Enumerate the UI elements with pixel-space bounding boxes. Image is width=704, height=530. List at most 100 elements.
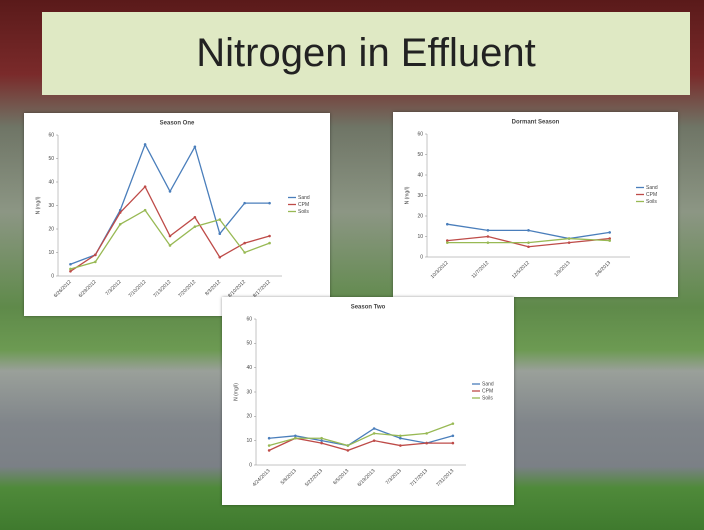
y-tick-label: 10 <box>48 250 54 256</box>
data-point <box>243 251 246 254</box>
y-tick-label: 60 <box>246 316 252 322</box>
data-point <box>451 434 455 438</box>
x-tick-label: 10/3/2012 <box>430 260 450 280</box>
data-point <box>527 229 530 232</box>
legend-label: CPM <box>646 192 657 198</box>
x-tick-label: 7/20/2012 <box>177 279 197 299</box>
x-tick-label: 2/6/2013 <box>594 260 612 278</box>
y-tick-label: 50 <box>246 341 252 347</box>
y-tick-label: 40 <box>246 365 252 371</box>
x-tick-label: 7/13/2012 <box>152 279 172 299</box>
x-tick-label: 6/26/2012 <box>53 279 73 299</box>
data-point <box>143 185 147 188</box>
legend-label: CPM <box>298 202 309 208</box>
data-point <box>193 215 197 219</box>
data-point <box>608 237 611 240</box>
y-tick-label: 60 <box>48 132 54 138</box>
legend-label: CPM <box>482 388 493 394</box>
data-point <box>486 229 490 232</box>
legend-label: Sand <box>298 195 310 201</box>
x-tick-label: 6/19/2013 <box>357 468 377 488</box>
y-tick-label: 50 <box>48 156 54 162</box>
legend-label: Soils <box>298 209 309 215</box>
series-line <box>70 209 270 270</box>
series-line <box>268 437 453 452</box>
series-line <box>70 185 270 272</box>
x-tick-label: 7/10/2012 <box>127 279 147 299</box>
y-tick-label: 30 <box>417 193 423 199</box>
data-point <box>193 145 197 149</box>
data-point <box>69 267 72 271</box>
data-point <box>267 444 271 447</box>
data-point <box>451 422 455 425</box>
data-point <box>118 223 122 226</box>
legend-label: Soils <box>646 199 657 205</box>
data-point <box>372 427 376 430</box>
data-point <box>143 208 147 212</box>
data-point <box>425 432 428 435</box>
legend-label: Sand <box>482 381 494 387</box>
x-tick-label: 5/22/2013 <box>304 468 324 488</box>
y-tick-label: 20 <box>246 414 252 420</box>
data-point <box>168 234 172 238</box>
y-tick-label: 0 <box>420 254 423 260</box>
legend-label: Sand <box>646 185 658 191</box>
y-tick-label: 0 <box>51 273 54 279</box>
data-point <box>446 239 449 242</box>
data-point <box>399 436 402 440</box>
data-point <box>527 241 530 244</box>
data-point <box>527 245 530 249</box>
data-point <box>346 449 350 452</box>
data-point <box>399 444 402 447</box>
data-point <box>320 439 323 442</box>
data-point <box>346 444 350 447</box>
y-axis-label: N (mg/l) <box>233 383 239 401</box>
data-point <box>567 241 571 244</box>
x-tick-label: 7/3/2012 <box>105 279 123 297</box>
data-point <box>218 218 222 221</box>
data-point <box>372 432 376 435</box>
data-point <box>320 441 323 445</box>
data-point <box>168 244 172 247</box>
data-point <box>94 253 97 257</box>
data-point <box>168 190 172 193</box>
data-point <box>294 436 297 440</box>
chart: Season Two N (mg/l) 0 10 20 30 40 50 60 4/24/2013… <box>222 297 514 505</box>
legend-label: Soils <box>482 395 493 401</box>
data-point <box>69 262 72 266</box>
y-tick-label: 40 <box>417 172 423 178</box>
data-point <box>446 241 449 244</box>
x-tick-label: 12/5/2012 <box>511 260 531 280</box>
data-point <box>399 434 402 438</box>
x-tick-label: 4/24/2013 <box>252 468 272 488</box>
y-tick-label: 30 <box>48 203 54 209</box>
y-axis-label: N (mg/l) <box>404 186 410 204</box>
data-point <box>267 449 271 452</box>
data-point <box>294 434 297 438</box>
y-tick-label: 60 <box>417 131 423 137</box>
data-point <box>608 239 611 242</box>
x-tick-label: 7/31/2013 <box>435 468 455 488</box>
data-point <box>94 260 97 264</box>
x-tick-label: 7/17/2013 <box>409 468 429 488</box>
y-tick-label: 40 <box>48 179 54 185</box>
series-line <box>268 423 454 447</box>
chart: Season One N (mg/l) 0 10 20 30 40 50 60 6/26/2012… <box>24 113 330 316</box>
data-point <box>486 235 490 238</box>
data-point <box>243 201 246 205</box>
y-tick-label: 20 <box>417 213 423 219</box>
data-point <box>268 234 271 238</box>
x-tick-label: 11/7/2012 <box>471 260 491 280</box>
data-point <box>193 225 197 228</box>
chart-title: Season Two <box>351 305 386 311</box>
y-tick-label: 30 <box>246 389 252 395</box>
x-tick-label: 1/9/2013 <box>553 260 571 278</box>
y-tick-label: 10 <box>246 438 252 444</box>
data-point <box>567 237 571 240</box>
data-point <box>268 241 271 245</box>
x-tick-label: 6/5/2013 <box>332 468 350 486</box>
data-point <box>451 441 455 445</box>
y-tick-label: 10 <box>417 234 423 240</box>
data-point <box>268 201 271 205</box>
data-point <box>446 222 449 226</box>
